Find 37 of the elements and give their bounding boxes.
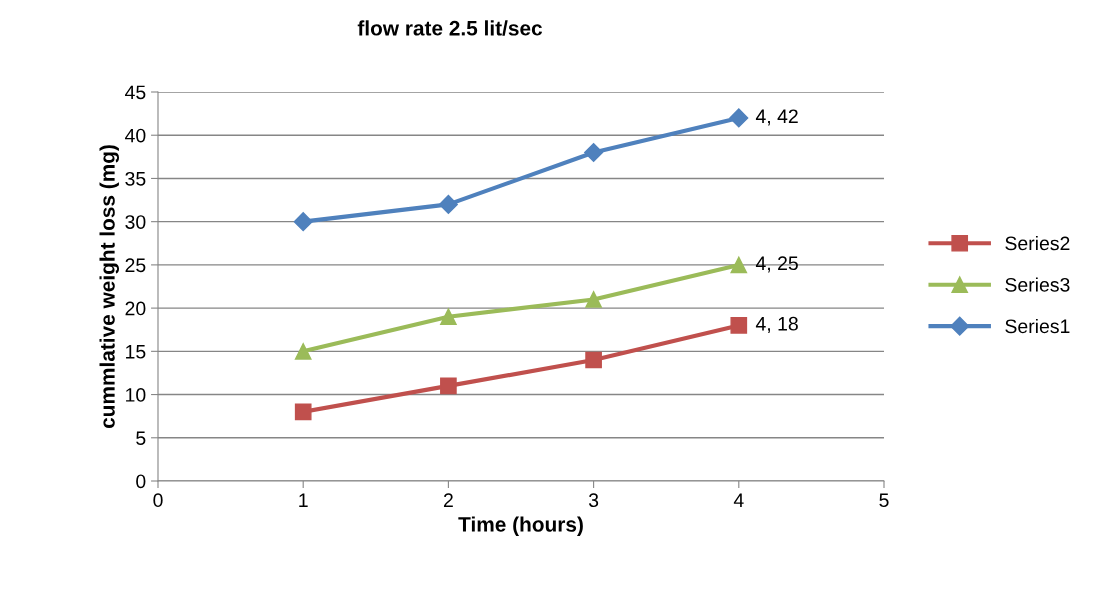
point <box>730 256 748 274</box>
point <box>730 317 748 334</box>
point <box>294 403 312 421</box>
y-tick-label: 5 <box>136 431 146 446</box>
x-axis-title: Time (hours) <box>458 516 583 536</box>
y-tick-label: 25 <box>125 258 146 273</box>
point <box>585 291 602 308</box>
x-tick-label: 2 <box>443 493 453 507</box>
y-tick-label: 35 <box>125 171 146 186</box>
y-tick-label: 45 <box>125 85 146 100</box>
point <box>440 377 457 395</box>
y-tick-label: 0 <box>136 474 146 489</box>
y-tick-label: 15 <box>126 345 146 359</box>
point <box>729 108 749 128</box>
x-tick-label: 4 <box>733 493 744 507</box>
point <box>584 142 604 163</box>
data-label: 4, 42 <box>755 109 798 126</box>
point <box>294 342 312 360</box>
legend-label: Series3 <box>1005 277 1070 292</box>
data-label: 4, 25 <box>755 256 798 273</box>
y-tick-label: 30 <box>125 215 146 229</box>
legend-label: Series1 <box>1005 318 1070 334</box>
point <box>438 194 458 214</box>
x-tick-label: 5 <box>879 493 889 508</box>
y-tick-label: 10 <box>126 388 146 402</box>
data-label: 4, 18 <box>755 316 798 333</box>
chart-title: flow rate 2.5 lit/sec <box>357 20 543 36</box>
point <box>293 212 313 232</box>
y-axis-title: cummlative weight loss (mg) <box>99 145 120 429</box>
x-tick-label: 0 <box>153 493 163 508</box>
x-tick-label: 1 <box>299 493 308 507</box>
point <box>440 308 457 326</box>
x-tick-label: 3 <box>588 493 599 508</box>
y-tick-label: 40 <box>125 128 146 143</box>
y-tick-label: 20 <box>125 301 146 316</box>
legend-label: Series2 <box>1005 235 1070 251</box>
point <box>585 351 602 369</box>
